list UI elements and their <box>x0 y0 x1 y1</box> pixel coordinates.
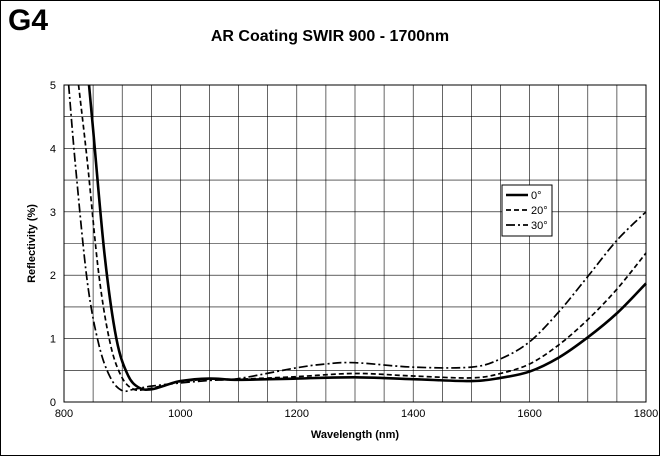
y-tick-label: 1 <box>50 334 56 346</box>
x-tick-label: 1200 <box>285 408 309 420</box>
x-tick-label: 1400 <box>401 408 425 420</box>
chart-legend: 0° 20° 30° <box>501 184 553 237</box>
y-tick-label: 4 <box>50 143 56 155</box>
chart-title: AR Coating SWIR 900 - 1700nm <box>210 28 450 45</box>
y-tick-label: 0 <box>50 397 56 409</box>
y-tick-label: 2 <box>50 270 56 282</box>
x-tick-label: 1000 <box>168 408 192 420</box>
plot-area <box>63 84 647 403</box>
legend-label-1: 20° <box>531 205 548 217</box>
legend-label-0: 0° <box>531 190 542 202</box>
figure-tag: G4 <box>8 4 49 37</box>
series-line-1 <box>77 84 647 392</box>
chart-grid <box>63 84 647 403</box>
series-line-2 <box>67 84 647 393</box>
y-axis-label: Reflectivity (%) <box>26 204 38 283</box>
y-axis-ticks: 0 1 2 3 4 5 <box>50 80 56 409</box>
x-tick-label: 1600 <box>517 408 541 420</box>
x-axis-ticks: 800 1000 1200 1400 1600 1800 <box>55 408 658 420</box>
x-tick-label: 800 <box>55 408 73 420</box>
series-line-0 <box>87 84 647 391</box>
series-lines <box>67 84 647 393</box>
legend-label-2: 30° <box>531 220 548 232</box>
y-tick-label: 5 <box>50 80 56 92</box>
x-tick-label: 1800 <box>634 408 658 420</box>
x-axis-label: Wavelength (nm) <box>311 429 400 441</box>
y-tick-label: 3 <box>50 207 56 219</box>
